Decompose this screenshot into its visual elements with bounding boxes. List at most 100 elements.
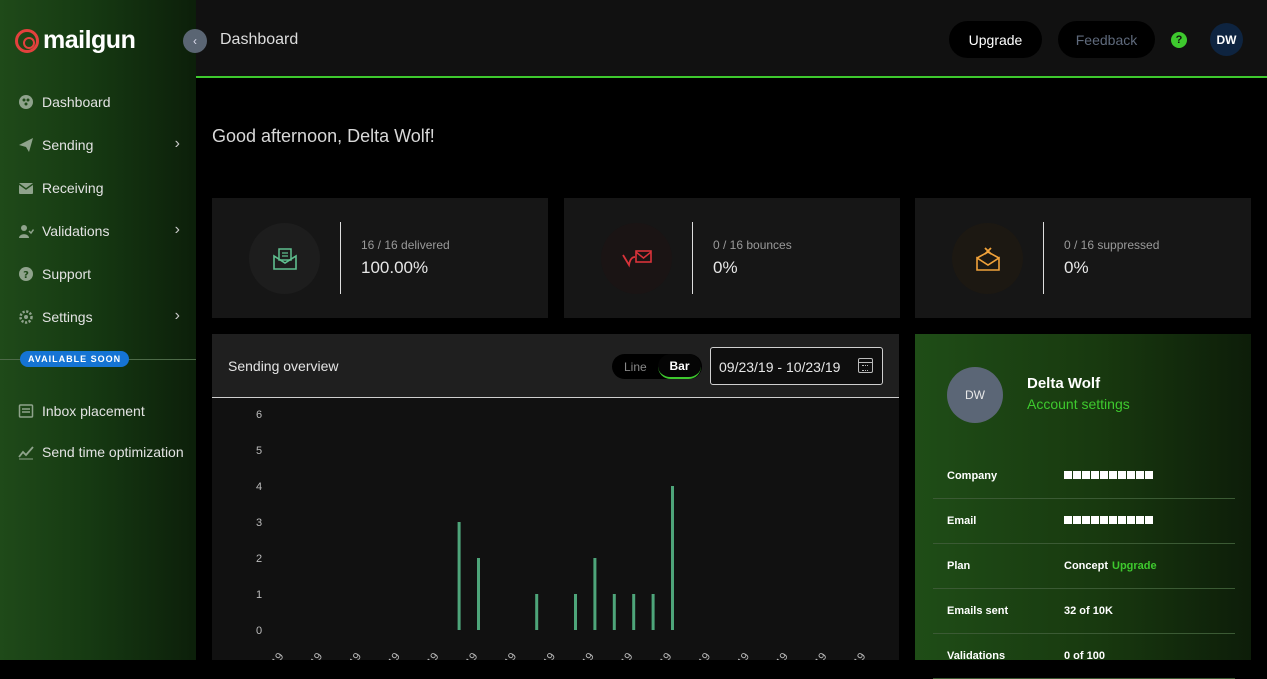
account-row-company: Company (933, 454, 1235, 499)
chart-bar[interactable] (671, 486, 674, 630)
account-row-email: Email (933, 499, 1235, 544)
breadcrumb: Dashboard (220, 31, 299, 48)
sidebar-item-label: Settings (42, 308, 93, 325)
x-tick-label: 10/19/19 (756, 651, 790, 660)
x-tick-label: 10/17/19 (718, 651, 752, 660)
question-icon: ? (17, 265, 35, 283)
sidebar-item-sending[interactable]: Sending › (0, 123, 196, 166)
sidebar-item-inbox-placement[interactable]: Inbox placement (0, 390, 196, 431)
suppressed-stat-card: 0 / 16 suppressed 0% (915, 198, 1251, 318)
plan-upgrade-link[interactable]: Upgrade (1112, 560, 1157, 572)
gear-icon (17, 308, 35, 326)
chart-bar[interactable] (457, 522, 461, 630)
sidebar: mailgun Dashboard Sending › Receiving (0, 0, 196, 660)
account-avatar: DW (947, 367, 1003, 423)
sidebar-item-dashboard[interactable]: Dashboard (0, 80, 196, 123)
envelope-suppressed-icon (952, 223, 1023, 294)
stat-label: 16 / 16 delivered (361, 238, 450, 252)
x-tick-label: 10/03/19 (446, 651, 480, 660)
collapse-sidebar-button[interactable]: ‹ (183, 29, 207, 53)
x-tick-label: 09/27/19 (330, 651, 364, 660)
bounces-stat-card: 0 / 16 bounces 0% (564, 198, 900, 318)
toggle-line-option[interactable]: Line (624, 360, 647, 374)
topbar: ‹ Dashboard Upgrade Feedback ? DW (183, 0, 1267, 78)
stat-value: 0% (1064, 258, 1089, 277)
envelope-bounce-icon (601, 223, 672, 294)
greeting: Good afternoon, Delta Wolf! (212, 126, 435, 146)
available-soon-badge: AVAILABLE SOON (20, 351, 130, 367)
x-tick-label: 10/01/19 (407, 651, 441, 660)
upgrade-button[interactable]: Upgrade (949, 21, 1042, 58)
x-tick-label: 10/23/19 (834, 651, 868, 660)
chart-bar[interactable] (477, 558, 480, 630)
chart-bar[interactable] (535, 594, 539, 630)
account-settings-link[interactable]: Account settings (1027, 396, 1130, 412)
logo-text: mailgun (43, 26, 136, 54)
envelope-delivered-icon (249, 223, 320, 294)
feedback-button[interactable]: Feedback (1058, 21, 1155, 58)
chart-bar[interactable] (593, 558, 597, 630)
stat-divider (1043, 222, 1044, 294)
chart-bar[interactable] (574, 594, 577, 630)
row-key: Validations (947, 650, 1006, 662)
x-tick-label: 10/15/19 (679, 651, 713, 660)
mailgun-logo-mark-icon (15, 28, 39, 53)
chart-title: Sending overview (228, 358, 339, 374)
sidebar-item-label: Sending (42, 136, 94, 153)
row-value: 32 of 10K (1064, 605, 1113, 617)
inbox-placement-icon (17, 402, 35, 420)
inbox-icon (17, 179, 35, 197)
chart-bar[interactable] (612, 594, 616, 630)
calendar-icon (858, 358, 873, 373)
chart-header: Sending overview Line Bar 09/23/19 - 10/… (212, 334, 899, 398)
sidebar-item-settings[interactable]: Settings › (0, 295, 196, 338)
row-value: Concept Upgrade (1064, 560, 1157, 572)
svg-text:?: ? (23, 270, 29, 281)
row-key: Email (947, 515, 977, 527)
chevron-right-icon: › (174, 307, 180, 324)
x-tick-label: 10/07/19 (524, 651, 558, 660)
help-icon[interactable]: ? (1171, 32, 1187, 48)
sidebar-item-label: Receiving (42, 179, 104, 196)
sidebar-item-label: Support (42, 265, 92, 282)
user-avatar[interactable]: DW (1210, 23, 1243, 56)
sidebar-item-validations[interactable]: Validations › (0, 209, 196, 252)
row-key: Plan (947, 560, 971, 572)
sidebar-item-label: Inbox placement (42, 402, 145, 419)
chevron-left-icon: ‹ (193, 34, 197, 48)
stat-divider (340, 222, 341, 294)
sending-bar-chart: 0 1 2 3 4 5 6 09/23/19 09/25/19 09/27/19 09/29/19 1… (252, 409, 868, 660)
account-name: Delta Wolf (1027, 375, 1101, 392)
x-tick-label: 10/05/19 (485, 651, 519, 660)
chart-bar[interactable] (632, 594, 636, 630)
date-range-picker[interactable]: 09/23/19 - 10/23/19 (710, 347, 883, 385)
sidebar-item-label: Validations (42, 222, 110, 239)
x-tick-label: 10/21/19 (795, 651, 829, 660)
sidebar-item-label: Dashboard (42, 93, 111, 110)
stat-label: 0 / 16 bounces (713, 238, 792, 252)
sidebar-item-send-time-optimization[interactable]: Send time optimization (0, 431, 196, 472)
x-tick-label: 09/29/19 (368, 651, 402, 660)
delivered-stat-card: 16 / 16 delivered 100.00% (212, 198, 548, 318)
y-tick-label: 3 (256, 517, 262, 529)
toggle-bar-option[interactable]: Bar (658, 354, 701, 379)
stat-label: 0 / 16 suppressed (1064, 238, 1160, 252)
account-row-emails-sent: Emails sent 32 of 10K (933, 589, 1235, 634)
y-tick-label: 0 (256, 625, 262, 637)
sidebar-nav: Dashboard Sending › Receiving Validation… (0, 80, 196, 338)
paper-plane-icon (17, 136, 35, 154)
sidebar-item-receiving[interactable]: Receiving (0, 166, 196, 209)
row-value: 0 of 100 (1064, 650, 1105, 662)
redacted-value (1064, 471, 1153, 479)
mailgun-logo[interactable]: mailgun (15, 26, 136, 55)
account-row-validations: Validations 0 of 100 (933, 634, 1235, 679)
chart-type-toggle: Line Bar (612, 354, 702, 379)
y-tick-label: 4 (256, 481, 262, 493)
x-tick-label: 10/13/19 (640, 651, 674, 660)
redacted-value (1064, 516, 1153, 524)
row-key: Company (947, 470, 998, 482)
sidebar-item-support[interactable]: ? Support (0, 252, 196, 295)
y-tick-label: 2 (256, 553, 262, 565)
chart-bar[interactable] (651, 594, 655, 630)
plan-name: Concept (1064, 560, 1108, 572)
